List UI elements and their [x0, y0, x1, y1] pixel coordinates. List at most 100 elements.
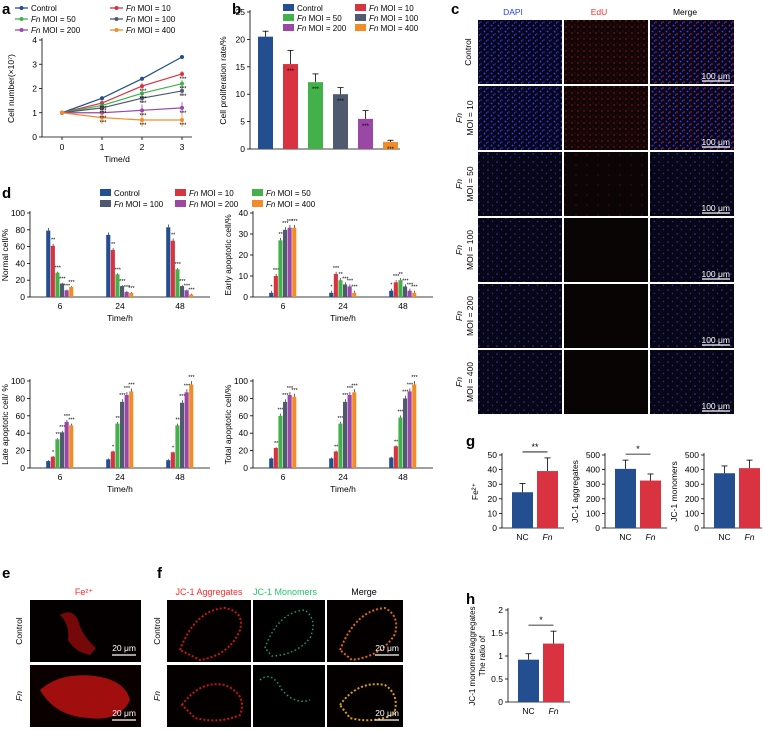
g1-y-tick-label: 50 — [488, 450, 498, 460]
a-series-line-3 — [61, 90, 183, 114]
d3-y-tick-label: 20 — [16, 446, 26, 456]
d2-significance-2-0: * — [390, 283, 393, 289]
d3-significance-2-5: *** — [188, 375, 195, 381]
d1-y-tick-label: 40 — [16, 258, 26, 268]
d2-bar-2-0 — [389, 290, 394, 297]
d4-bar-2-1 — [393, 446, 398, 468]
d1-x-tick-label: 48 — [175, 301, 185, 311]
d3-bar-2-3 — [180, 402, 185, 468]
d1-y-tick-label: 80 — [16, 225, 26, 235]
d3-bar-2-1 — [170, 452, 175, 468]
d2-significance-2-2: ** — [399, 272, 404, 278]
b-y-label: Cell proliferation rate/% — [218, 36, 228, 125]
d3-bar-1-4 — [124, 394, 129, 468]
b-bar-1 — [283, 64, 298, 149]
d1-significance-0-3: *** — [59, 277, 66, 283]
d1-x-tick-label: 6 — [58, 301, 63, 311]
a-y-tick-label: 1 — [32, 108, 37, 118]
d3-x-tick-label: 48 — [175, 472, 185, 482]
legend-d-moi50-fn: Fn — [266, 189, 276, 198]
panel-c-col-merge: Merge — [673, 7, 697, 17]
micrograph-c-moi50-edu — [564, 152, 648, 216]
g3-x-tick-label-0: NC — [718, 532, 730, 542]
g2-y-tick-label: 200 — [586, 494, 600, 504]
d3-bar-2-5 — [189, 384, 194, 468]
h-y-label: JC-1 monomers/aggregates — [468, 606, 477, 705]
legend-a-moi50-marker — [19, 17, 24, 21]
d3-significance-1-4: *** — [124, 386, 131, 392]
d2-bar-0-0 — [269, 292, 274, 297]
legend-a-moi200-text: MOI = 200 — [40, 26, 80, 35]
d2-significance-0-5: *** — [291, 219, 298, 225]
d2-significance-0-3: *** — [282, 221, 289, 227]
d1-bar-0-2 — [55, 272, 60, 297]
d3-bar-1-0 — [106, 459, 111, 468]
g2-x-tick-label-0: NC — [619, 532, 631, 542]
d4-significance-1-4: *** — [347, 386, 354, 392]
legend-b-moi100-swatch — [355, 14, 366, 21]
scale-label-c-control: 100 μm — [701, 71, 730, 81]
h-x-tick-label-0: NC — [522, 706, 534, 716]
d3-significance-2-4: *** — [184, 383, 191, 389]
scale-label-f-control: 20 μm — [375, 643, 399, 653]
d4-significance-1-2: *** — [337, 416, 344, 422]
legend-d-moi400-fn: Fn — [266, 200, 276, 209]
legend-b-moi200: Fn MOI = 200 — [297, 24, 347, 33]
d4-significance-1-1: ** — [334, 445, 339, 451]
a-point-1 — [180, 71, 184, 76]
cell-f-fn-aggregates — [180, 683, 244, 722]
legend-a-moi200-fn: Fn — [31, 26, 41, 35]
h-significance: * — [539, 615, 543, 625]
micrograph-c-moi200-edu — [564, 284, 648, 348]
a-point-4 — [140, 108, 144, 113]
panel-c-row5-moi: MOI = 400 — [465, 362, 475, 402]
d3-bar-2-2 — [175, 425, 180, 468]
cell-f-control-monomers — [264, 609, 314, 657]
d4-y-tick-label: 20 — [239, 446, 249, 456]
a-significance: *** — [139, 113, 147, 119]
d1-significance-0-4: *** — [64, 283, 71, 289]
micrograph-c-moi400-edu — [564, 350, 648, 414]
b-significance-5: *** — [387, 147, 395, 153]
legend-d-moi200-swatch — [175, 200, 186, 207]
a-y-tick-label: 0 — [32, 132, 37, 142]
d2-x-tick-label: 24 — [338, 301, 348, 311]
d4-y-tick-label: 0 — [243, 463, 248, 473]
d1-y-tick-label: 0 — [20, 292, 25, 302]
g2-y-label: JC-1 aggregates — [570, 460, 580, 523]
d3-significance-1-2: ** — [116, 416, 121, 422]
d1-bar-1-5 — [129, 292, 134, 297]
g3-y-tick-label: 0 — [694, 523, 699, 533]
micrograph-f-control-aggregates — [167, 600, 251, 662]
a-point-4 — [180, 105, 184, 110]
legend-a-moi400-text: MOI = 400 — [135, 26, 175, 35]
d2-bar-0-2 — [278, 240, 283, 297]
g1-significance: ** — [531, 442, 539, 452]
a-x-tick-label: 3 — [180, 142, 185, 152]
legend-b-moi200-fn: Fn — [297, 24, 307, 33]
micrograph-c-moi10-dapi — [478, 86, 562, 150]
micrograph-c-moi100-edu — [564, 218, 648, 282]
micrograph-f-fn-monomers — [253, 665, 325, 727]
d3-x-label: Time/h — [107, 484, 133, 494]
a-point-0 — [180, 54, 184, 59]
legend-b-moi10-text: MOI = 10 — [378, 4, 414, 13]
a-x-label: Time/d — [104, 154, 130, 164]
legend-d-moi100: Fn MOI = 100 — [114, 200, 164, 209]
d1-significance-0-1: ** — [51, 238, 56, 244]
a-point-5 — [60, 110, 64, 115]
g2-y-tick-label: 0 — [595, 523, 600, 533]
d2-significance-0-4: *** — [287, 219, 294, 225]
legend-d-moi50: Fn MOI = 50 — [266, 189, 311, 198]
d2-y-tick-label: 0 — [243, 292, 248, 302]
d3-x-tick-label: 24 — [115, 472, 125, 482]
a-point-2 — [180, 81, 184, 86]
g2-y-tick-label: 400 — [586, 465, 600, 475]
d3-significance-1-5: *** — [128, 382, 135, 388]
panel-c-row2-fn: Fn — [454, 179, 464, 189]
d1-bar-1-2 — [115, 274, 120, 297]
legend-a-moi10: Fn MOI = 10 — [126, 4, 171, 13]
cell-f-control-merge — [338, 606, 398, 662]
d3-bar-0-0 — [46, 461, 51, 468]
